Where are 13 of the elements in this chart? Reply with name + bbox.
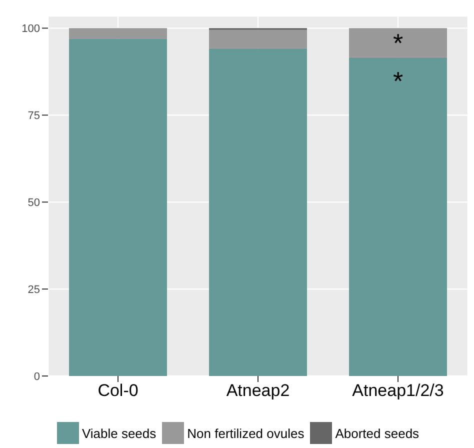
y-tick-label: 50 bbox=[28, 196, 40, 209]
data-label: * bbox=[392, 28, 404, 58]
y-tick-label: 0 bbox=[34, 370, 40, 383]
y-tick-label: 25 bbox=[28, 284, 40, 296]
legend-label: Aborted seeds bbox=[335, 426, 420, 440]
x-tick-label: Atneap2 bbox=[226, 381, 290, 400]
x-tick-label: Col-0 bbox=[98, 381, 138, 400]
data-label: * bbox=[392, 66, 404, 96]
x-tick-label: Atneap1/2/3 bbox=[352, 381, 444, 400]
legend-label: Non fertilized ovules bbox=[187, 426, 304, 440]
y-tick-label: 75 bbox=[28, 110, 40, 122]
legend-label: Viable seeds bbox=[82, 426, 156, 440]
y-tick-label: 100 bbox=[22, 23, 40, 36]
